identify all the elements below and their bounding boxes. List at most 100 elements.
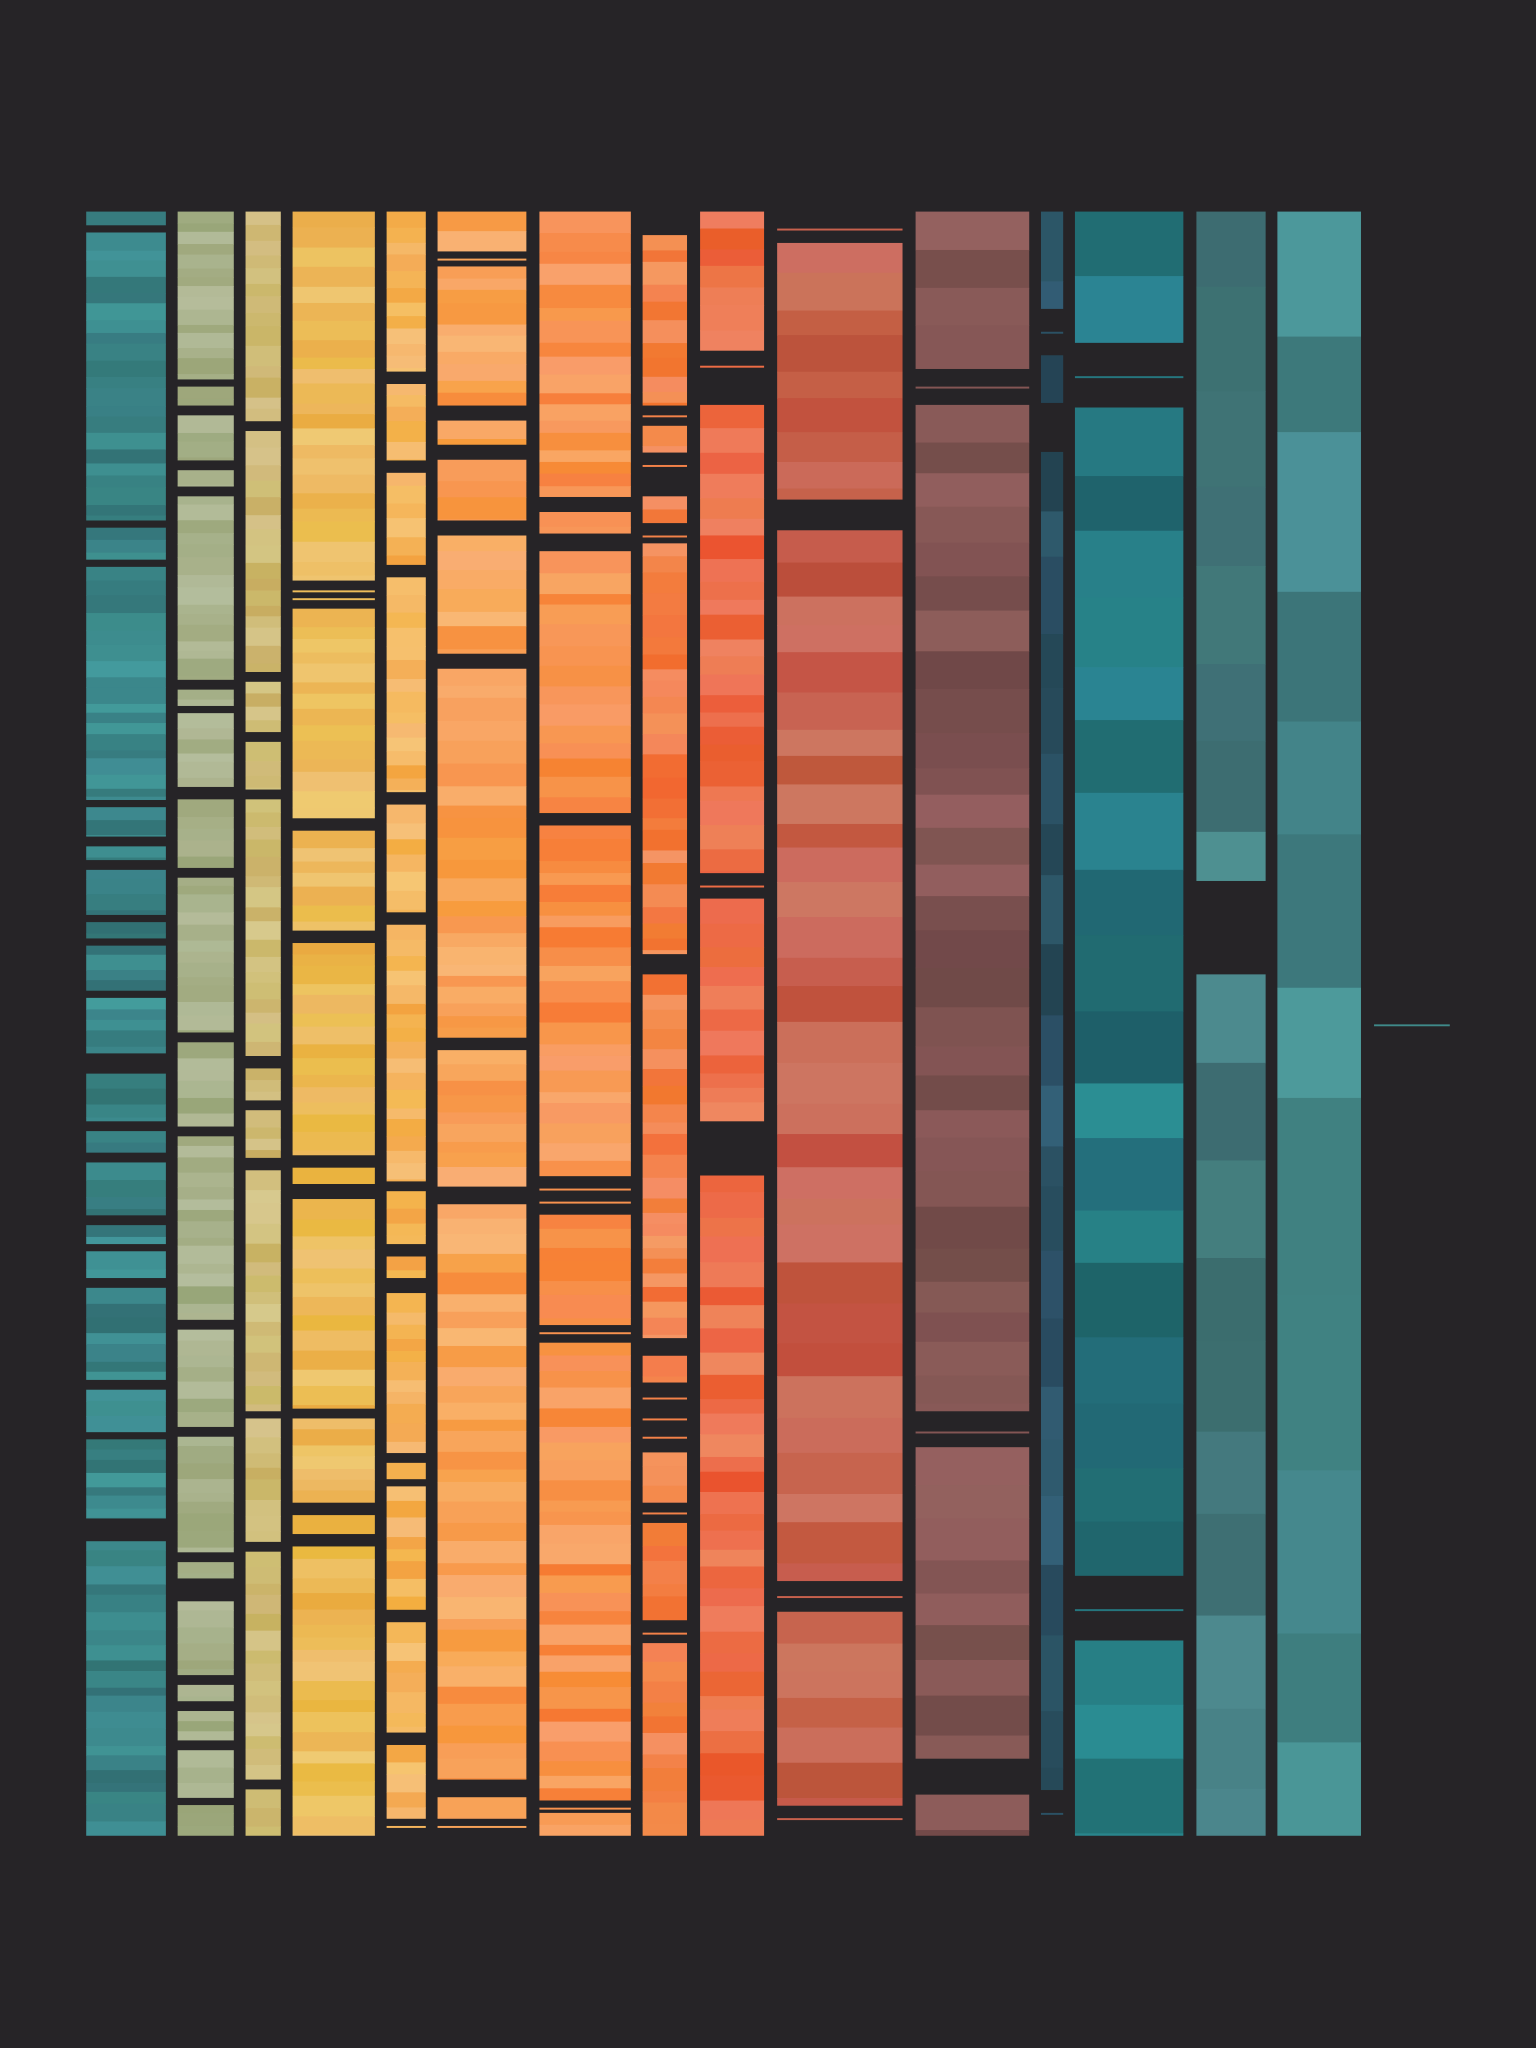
thin-stripe <box>642 415 688 418</box>
stripe <box>915 1485 1030 1520</box>
stripe <box>386 1486 426 1502</box>
stripe <box>642 1452 688 1467</box>
stripe <box>777 1134 903 1168</box>
stripe <box>915 930 1030 969</box>
stripe <box>642 777 688 800</box>
stripe <box>700 1566 765 1589</box>
stripe <box>386 1293 426 1314</box>
stripe <box>86 1236 166 1245</box>
stripe <box>177 1684 234 1698</box>
stripe <box>86 1566 166 1586</box>
stripe <box>1040 1085 1064 1148</box>
stripe <box>386 1270 426 1279</box>
stripe <box>86 1630 166 1646</box>
stripe <box>86 1162 166 1181</box>
stripe <box>292 1418 375 1430</box>
stripe <box>539 1318 631 1326</box>
stripe <box>777 1262 903 1305</box>
stripe <box>700 800 765 826</box>
stripe <box>700 639 765 657</box>
stripe <box>86 360 166 378</box>
stripe <box>437 878 527 902</box>
stripe <box>292 1624 375 1639</box>
stripe <box>539 233 631 253</box>
stripe <box>86 1088 166 1106</box>
stripe <box>177 1412 234 1427</box>
stripe <box>700 695 765 714</box>
stripe <box>386 518 426 538</box>
stripe <box>700 1328 765 1354</box>
stripe <box>437 1402 527 1421</box>
stripe <box>177 1209 234 1222</box>
stripe <box>245 1262 281 1277</box>
stripe <box>292 1219 375 1238</box>
stripe <box>1040 1186 1064 1252</box>
stripe <box>437 786 527 807</box>
stripe <box>437 519 527 521</box>
thin-stripe <box>292 598 375 601</box>
stripe <box>177 211 234 225</box>
stripe <box>700 1102 765 1122</box>
stripe <box>86 1251 166 1271</box>
stripe <box>386 1191 426 1210</box>
stripe <box>177 753 234 763</box>
stripe <box>245 1012 281 1025</box>
stripe <box>86 644 166 662</box>
stripe <box>292 227 375 249</box>
stripe <box>386 537 426 557</box>
stripe <box>86 475 166 488</box>
stripe <box>177 1145 234 1159</box>
stripe <box>1277 1742 1361 1836</box>
stripe <box>777 1563 903 1582</box>
stripe <box>386 555 426 565</box>
stripe <box>1040 634 1064 689</box>
stripe <box>292 886 375 907</box>
stripe <box>915 1046 1030 1077</box>
stripe <box>1040 687 1064 755</box>
stripe <box>777 917 903 959</box>
thin-stripe <box>1040 1812 1064 1815</box>
stripe <box>292 1385 375 1406</box>
stripe <box>177 1530 234 1549</box>
stripe <box>437 946 527 966</box>
stripe <box>245 1723 281 1737</box>
stripe <box>700 1374 765 1400</box>
stripe <box>642 754 688 779</box>
stripe <box>177 432 234 443</box>
stripe <box>539 1123 631 1144</box>
stripe <box>1040 451 1064 513</box>
stripe <box>386 577 426 596</box>
stripe <box>915 1560 1030 1595</box>
stripe <box>245 1437 281 1455</box>
stripe <box>700 786 765 802</box>
stripe <box>292 1150 375 1156</box>
stripe <box>386 1578 426 1598</box>
stripe <box>539 686 631 706</box>
stripe <box>437 211 527 232</box>
stripe <box>177 1381 234 1400</box>
stripe <box>292 861 375 874</box>
stripe <box>86 1361 166 1373</box>
stripe <box>437 740 527 765</box>
stripe <box>1277 1470 1361 1635</box>
stripe <box>777 652 903 694</box>
stripe <box>539 1260 631 1282</box>
stripe <box>642 1522 688 1547</box>
stripe <box>700 1775 765 1802</box>
stripe <box>177 624 234 643</box>
thin-stripe <box>539 1807 631 1810</box>
stripe <box>245 720 281 733</box>
stripe <box>1196 1431 1266 1515</box>
stripe <box>437 649 527 654</box>
stripe <box>777 371 903 399</box>
stripe <box>177 1825 234 1836</box>
stripe <box>539 1644 631 1657</box>
stripe <box>437 685 527 699</box>
stripe <box>177 1199 234 1211</box>
stripe <box>642 1823 688 1836</box>
stripe <box>539 1408 631 1428</box>
stripe <box>292 1834 375 1836</box>
stripe <box>642 1301 688 1319</box>
stripe <box>700 518 765 537</box>
stripe <box>177 1601 234 1611</box>
